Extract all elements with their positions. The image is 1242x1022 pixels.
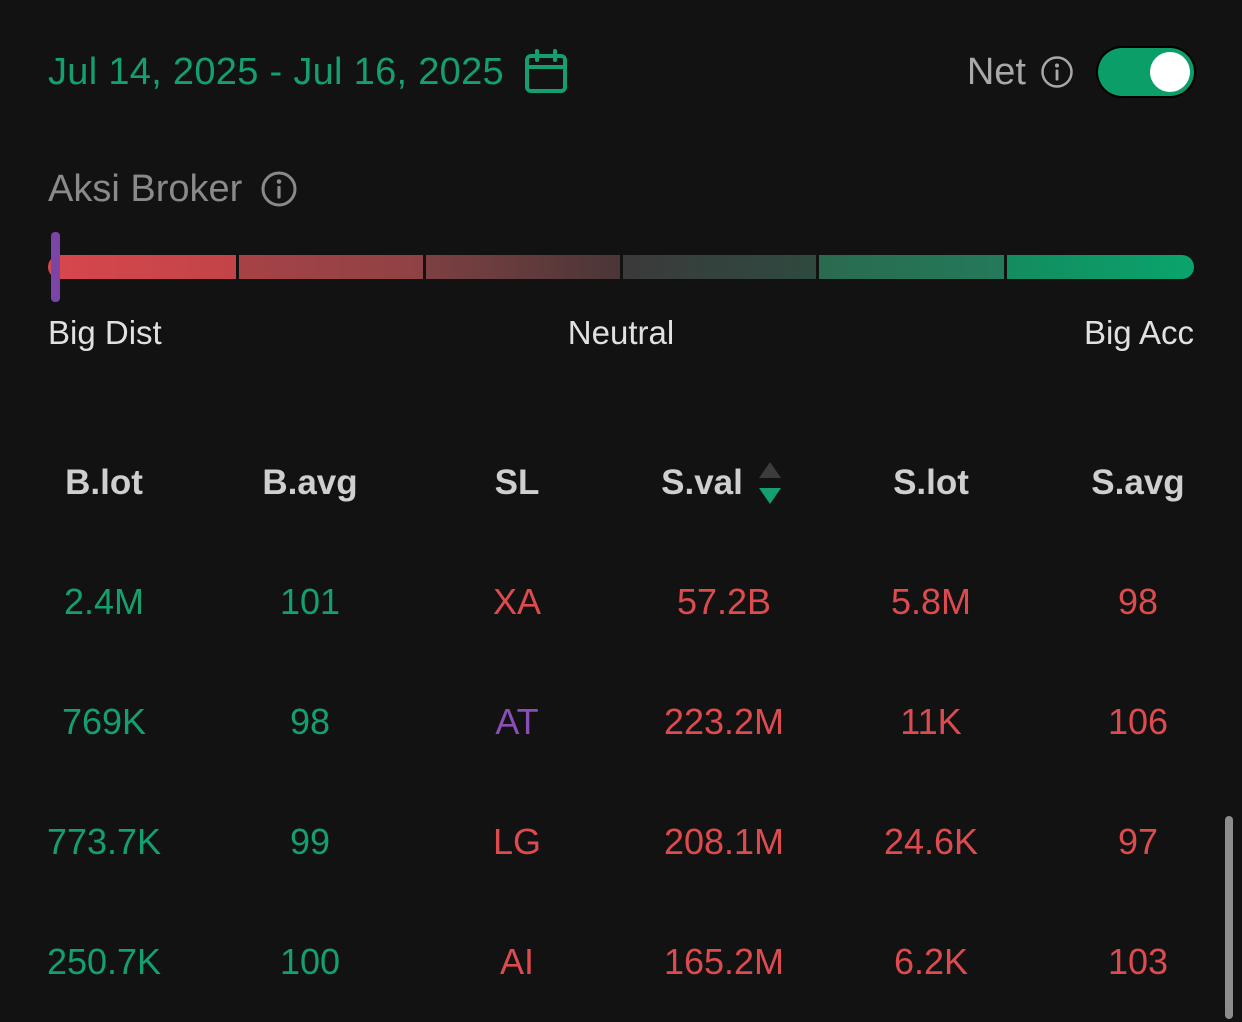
- toggle-knob: [1150, 52, 1190, 92]
- aksi-broker-info-icon[interactable]: [260, 170, 298, 208]
- cell-seller-code[interactable]: AI: [499, 941, 534, 982]
- cell-seller-code[interactable]: LG: [492, 821, 542, 862]
- cell-s-avg: 106: [1107, 701, 1169, 742]
- date-range-text: Jul 14, 2025 - Jul 16, 2025: [48, 50, 504, 93]
- cell-s-avg: 103: [1107, 941, 1169, 982]
- scale-label-neutral: Neutral: [567, 314, 675, 351]
- sort-descending-icon: [758, 462, 781, 504]
- cell-seller-code[interactable]: XA: [492, 581, 542, 622]
- column-header-s-avg[interactable]: S.avg: [1091, 463, 1185, 502]
- cell-seller-code[interactable]: AT: [495, 701, 539, 742]
- gauge-segment-dist: [239, 255, 423, 279]
- cell-b-lot: 769K: [61, 701, 147, 742]
- gauge-marker: [51, 232, 60, 302]
- column-header-sl[interactable]: SL: [494, 463, 540, 502]
- cell-b-lot: 2.4M: [63, 581, 145, 622]
- cell-s-lot: 6.2K: [893, 941, 969, 982]
- cell-b-lot: 250.7K: [46, 941, 162, 982]
- aksi-broker-heading: Aksi Broker: [48, 164, 298, 214]
- gauge-segment-small-dist: [426, 255, 620, 279]
- net-control: Net: [967, 46, 1194, 98]
- date-range-picker[interactable]: Jul 14, 2025 - Jul 16, 2025: [48, 46, 570, 98]
- cell-s-lot: 5.8M: [890, 581, 972, 622]
- cell-b-avg: 99: [289, 821, 331, 862]
- net-info-icon[interactable]: [1040, 55, 1074, 89]
- calendar-icon[interactable]: [522, 48, 570, 96]
- cell-s-val: 208.1M: [663, 821, 785, 862]
- column-header-s-lot[interactable]: S.lot: [893, 463, 969, 502]
- column-header-b-avg[interactable]: B.avg: [262, 463, 358, 502]
- broker-action-gauge: [48, 255, 1194, 279]
- cell-b-avg: 98: [289, 701, 331, 742]
- table-header: B.lot B.avg SL S.val S.lot S.avg: [0, 440, 1242, 526]
- table-row[interactable]: 773.7K 99 LG 208.1M 24.6K 97: [0, 782, 1242, 902]
- cell-s-val: 223.2M: [663, 701, 785, 742]
- gauge-segment-big-dist: [48, 255, 236, 279]
- column-header-s-val-label: S.val: [661, 463, 743, 502]
- table-row[interactable]: 250.7K 100 AI 165.2M 6.2K 103: [0, 902, 1242, 1022]
- cell-b-avg: 101: [279, 581, 341, 622]
- scale-label-big-acc: Big Acc: [1083, 314, 1194, 351]
- vertical-scrollbar[interactable]: [1225, 816, 1233, 1019]
- gauge-segment-neutral: [623, 255, 816, 279]
- column-header-s-val[interactable]: S.val: [622, 440, 822, 526]
- cell-s-avg: 98: [1117, 581, 1159, 622]
- column-header-b-lot[interactable]: B.lot: [65, 463, 143, 502]
- cell-b-avg: 100: [279, 941, 341, 982]
- cell-s-val: 165.2M: [663, 941, 785, 982]
- table-row[interactable]: 2.4M 101 XA 57.2B 5.8M 98: [0, 542, 1242, 662]
- cell-s-avg: 97: [1117, 821, 1159, 862]
- scale-label-big-dist: Big Dist: [48, 314, 162, 351]
- aksi-broker-title: Aksi Broker: [48, 167, 243, 210]
- gauge-segment-acc: [819, 255, 1004, 279]
- cell-s-lot: 24.6K: [883, 821, 979, 862]
- net-toggle[interactable]: [1098, 48, 1194, 96]
- table-row[interactable]: 769K 98 AT 223.2M 11K 106: [0, 662, 1242, 782]
- net-label: Net: [966, 50, 1026, 93]
- cell-s-lot: 11K: [900, 701, 962, 742]
- gauge-segment-big-acc: [1007, 255, 1194, 279]
- cell-s-val: 57.2B: [676, 581, 772, 622]
- cell-b-lot: 773.7K: [46, 821, 162, 862]
